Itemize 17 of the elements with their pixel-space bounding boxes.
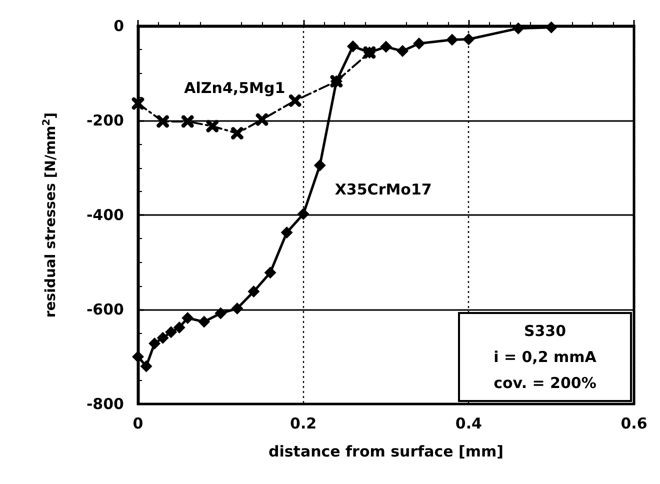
series-label: AlZn4,5Mg1 bbox=[184, 79, 286, 98]
series-label: X35CrMo17 bbox=[334, 180, 432, 198]
annotation: S330 bbox=[522, 321, 568, 342]
note-box: S330 i = 0,2 mmA cov. = 200% bbox=[458, 312, 632, 402]
annotation: cov. = 200% bbox=[492, 373, 598, 394]
y-tick-label: -800 bbox=[86, 395, 124, 413]
annotation: i = 0,2 mmA bbox=[492, 347, 598, 368]
x-tick-label: 0 bbox=[132, 414, 144, 432]
y-tick-label: 0 bbox=[114, 17, 124, 35]
y-tick-label: -600 bbox=[86, 300, 124, 318]
x-tick-label: 0.4 bbox=[455, 414, 482, 432]
x-tick-label: 0.6 bbox=[620, 414, 648, 432]
y-axis-title: residual stresses [N/mm2] bbox=[42, 112, 59, 318]
y-tick-label: -200 bbox=[86, 112, 124, 130]
x-tick-label: 0.2 bbox=[290, 414, 317, 432]
x-axis-title: distance from surface [mm] bbox=[268, 442, 504, 460]
y-tick-label: -400 bbox=[86, 206, 124, 224]
